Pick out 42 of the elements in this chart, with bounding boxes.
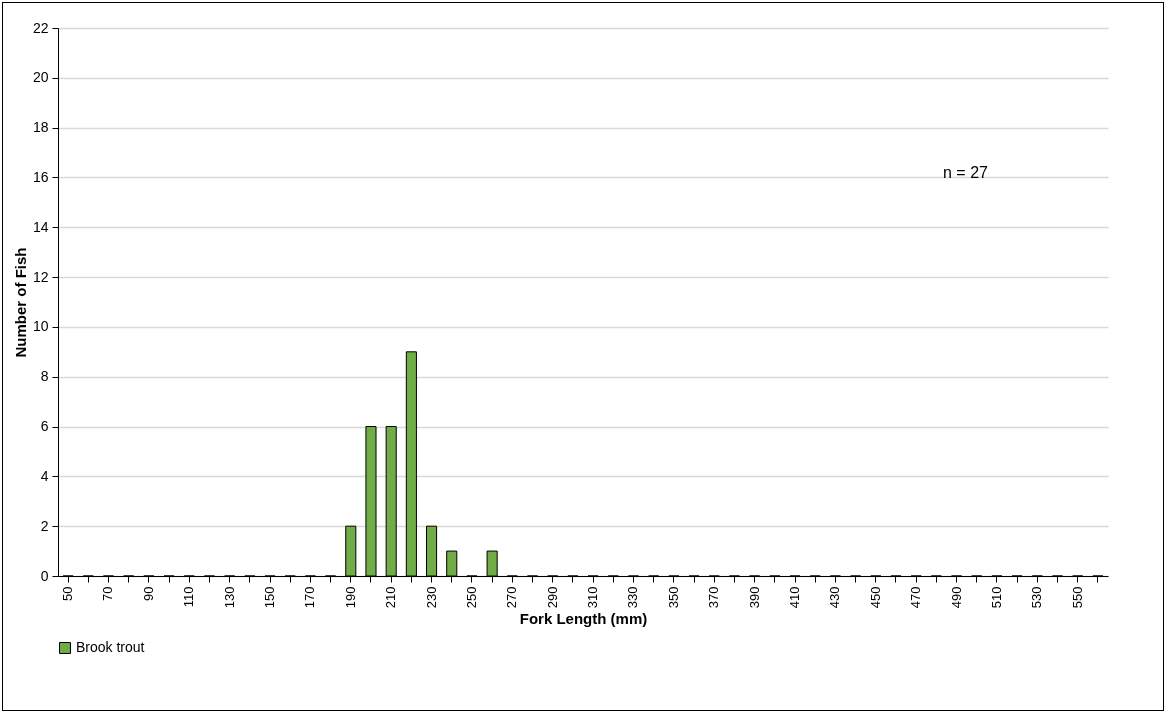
x-tick-label: 350 — [665, 586, 681, 609]
y-tick-label: 18 — [32, 119, 49, 136]
x-tick-label: 130 — [221, 586, 237, 609]
x-tick-label: 410 — [787, 586, 803, 609]
x-tick-label: 150 — [262, 586, 278, 609]
x-tick-label: 370 — [706, 586, 722, 609]
x-tick-label: 550 — [1069, 586, 1085, 609]
x-tick-label: 490 — [948, 586, 964, 609]
x-tick-label: 50 — [60, 586, 76, 601]
y-tick-label: 14 — [32, 218, 49, 235]
y-tick-label: 6 — [40, 418, 49, 435]
y-tick-label: 16 — [32, 168, 49, 185]
x-tick-label: 530 — [1029, 586, 1045, 609]
y-tick-label: 22 — [32, 19, 49, 36]
x-tick-label: 70 — [100, 586, 116, 601]
x-tick-label: 330 — [625, 586, 641, 609]
x-tick-label: 430 — [827, 586, 843, 609]
x-tick-label: 230 — [423, 586, 439, 609]
x-tick-label: 310 — [585, 586, 601, 609]
y-tick-label: 0 — [40, 567, 49, 584]
x-tick-label: 250 — [463, 586, 479, 609]
y-axis-title: Number of Fish — [11, 247, 29, 358]
x-tick-label: 390 — [746, 586, 762, 609]
x-tick-label: 90 — [140, 586, 156, 601]
x-tick-label: 210 — [383, 586, 399, 609]
y-tick-label: 2 — [40, 517, 49, 534]
legend-label: Brook trout — [76, 639, 145, 655]
annotation: n = 27 — [943, 164, 989, 181]
y-tick-label: 10 — [32, 318, 49, 335]
y-tick-label: 12 — [32, 268, 49, 285]
x-tick-label: 290 — [544, 586, 560, 609]
y-tick-label: 4 — [40, 467, 49, 484]
x-tick-label: 110 — [181, 586, 197, 608]
x-tick-label: 470 — [908, 586, 924, 609]
y-tick-label: 8 — [40, 368, 49, 385]
x-axis-title: Fork Length (mm) — [519, 610, 648, 628]
x-tick-label: 170 — [302, 586, 318, 609]
y-tick-label: 20 — [32, 69, 49, 86]
x-tick-label: 450 — [867, 586, 883, 609]
x-tick-label: 510 — [988, 586, 1004, 609]
x-tick-label: 190 — [342, 586, 358, 609]
x-tick-label: 270 — [504, 586, 520, 609]
